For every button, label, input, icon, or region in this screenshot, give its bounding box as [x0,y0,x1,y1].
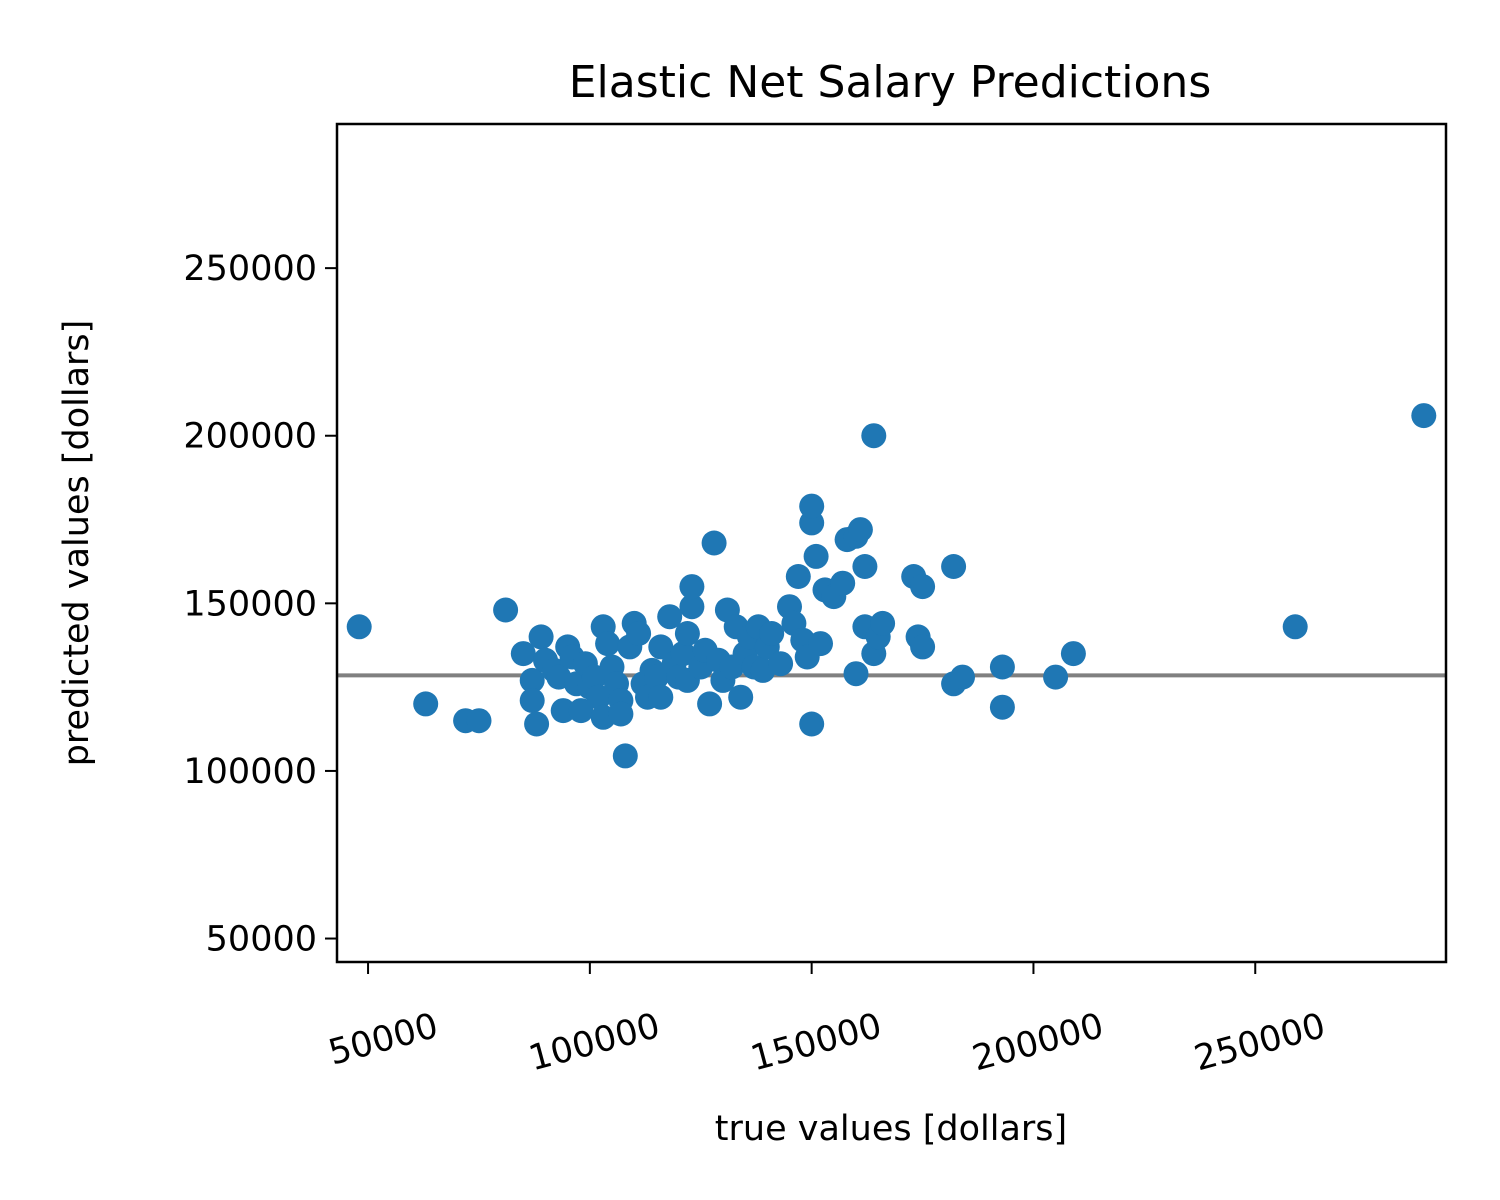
data-point [808,631,833,657]
data-point [674,621,700,646]
y-tick-label: 50000 [206,920,317,960]
data-point [799,493,825,519]
data-point [612,743,638,769]
data-point [657,604,683,630]
data-point [643,664,669,690]
data-point [519,667,545,693]
data-point [679,574,705,600]
x-axis-label: true values [dollars] [715,1109,1067,1149]
y-axis-label: predicted values [dollars] [57,320,97,767]
x-tick-label: 100000 [525,1006,664,1079]
data-point [830,570,856,596]
x-tick-label: 150000 [747,1006,886,1079]
plot-frame [335,122,1448,964]
data-point [568,698,594,724]
y-tick-label: 200000 [183,417,317,457]
x-tick-label: 50000 [324,1006,442,1073]
data-point [413,691,439,717]
data-point [528,624,554,650]
data-point [989,654,1015,680]
data-point [785,564,811,589]
data-point [626,621,652,646]
data-point [670,641,696,667]
data-point [1043,664,1069,690]
data-point [989,694,1015,720]
data-point [910,634,936,660]
data-point [910,574,936,600]
data-point [697,691,723,717]
data-point [493,597,519,623]
data-point [595,631,621,657]
y-tick-label: 100000 [183,752,317,792]
data-point [1411,403,1437,429]
data-point [1060,641,1086,667]
data-point [466,708,492,734]
data-point [728,684,754,710]
data-point [1282,614,1308,640]
data-point [861,423,887,449]
data-point [550,698,576,724]
data-point [648,634,674,660]
data-point [648,684,674,710]
data-point [608,701,634,727]
y-tick-label: 250000 [183,249,317,289]
data-point [759,621,785,646]
x-tick-label: 250000 [1190,1006,1329,1079]
data-point [519,688,545,713]
data-point [847,517,873,543]
data-point [768,651,794,677]
data-point [524,711,550,737]
data-point [941,554,967,579]
data-point [586,684,612,710]
data-point [950,664,975,690]
data-point [510,641,536,667]
chart-title: Elastic Net Salary Predictions [569,57,1212,108]
data-point [679,594,705,620]
data-point [852,554,878,579]
data-point [803,543,829,569]
data-point [701,530,727,556]
data-point [843,661,869,687]
data-point [799,711,825,737]
data-point [870,610,896,636]
x-tick-label: 200000 [968,1006,1107,1079]
y-tick-label: 150000 [183,584,317,624]
data-point [346,614,372,640]
